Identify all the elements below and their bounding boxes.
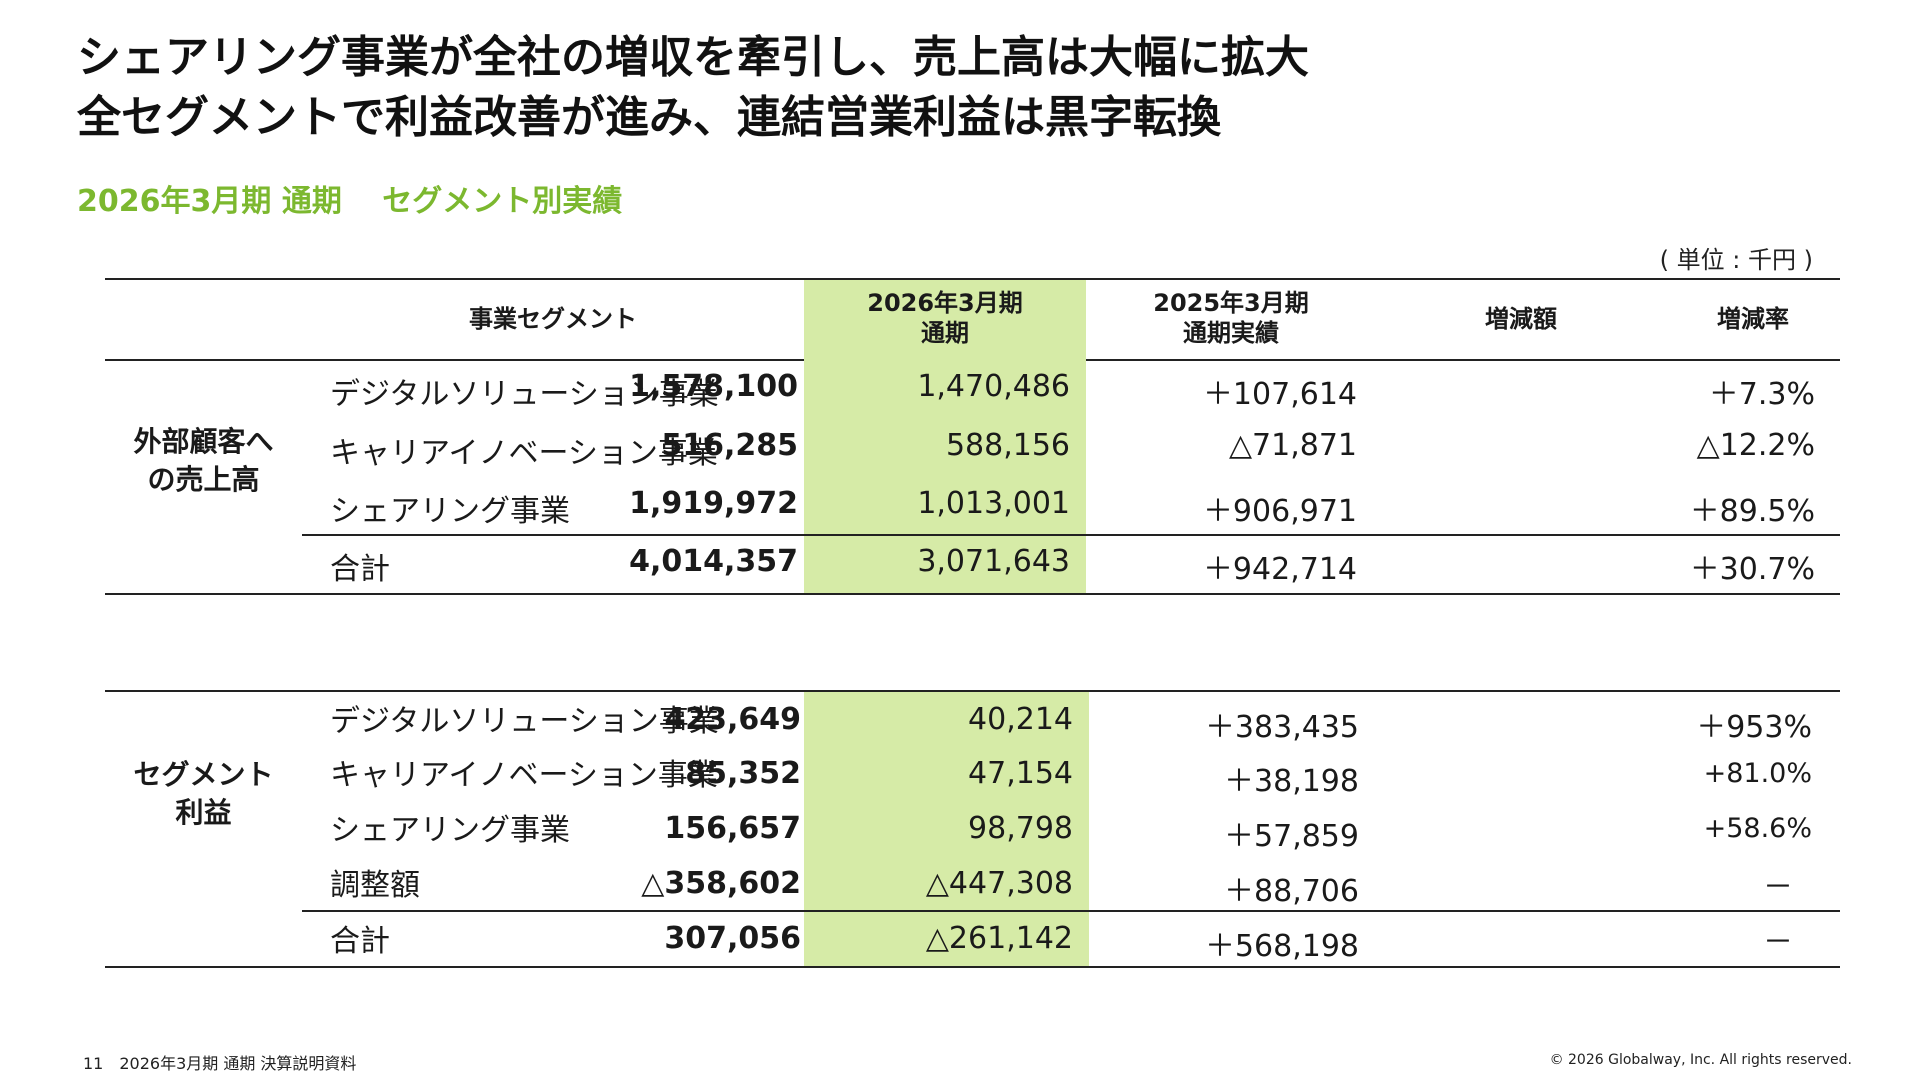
row-current: 1,919,972	[629, 486, 798, 521]
row-previous: △261,142	[925, 921, 1073, 956]
header-segment: 事業セグメント	[469, 305, 637, 333]
unit-label: ( 単位 : 千円 )	[1659, 246, 1813, 274]
row-current: 307,056	[664, 921, 801, 956]
table-top-rule	[105, 690, 1840, 692]
row-diff: ＋38,198	[1224, 764, 1359, 799]
footer-page-info: 11 2026年3月期 通期 決算説明資料	[83, 1054, 357, 1073]
row-diff: ＋383,435	[1204, 710, 1359, 745]
row-rate: △12.2%	[1696, 428, 1815, 463]
row-previous: 588,156	[945, 428, 1070, 463]
row-current: 1,578,100	[629, 369, 798, 404]
row-diff: ＋88,706	[1224, 874, 1359, 909]
row-previous: 3,071,643	[917, 544, 1070, 579]
headline: シェアリング事業が全社の増収を牽引し、売上高は大幅に拡大 全セグメントで利益改善…	[77, 28, 1309, 148]
row-rate: －	[1763, 870, 1793, 905]
sales-group-label: 外部顧客へ の売上高	[105, 423, 302, 499]
row-previous: 1,013,001	[917, 486, 1070, 521]
footer-copyright: © 2026 Globalway, Inc. All rights reserv…	[1549, 1052, 1852, 1068]
header-rate: 増減率	[1717, 305, 1789, 333]
row-name: シェアリング事業	[330, 494, 570, 529]
row-diff: ＋107,614	[1202, 377, 1357, 412]
row-diff: ＋906,971	[1202, 494, 1357, 529]
row-name: 合計	[330, 552, 390, 587]
row-previous: 1,470,486	[917, 369, 1070, 404]
row-diff: ＋568,198	[1204, 929, 1359, 964]
row-current: 516,285	[661, 428, 798, 463]
sales-table: 外部顧客へ の売上高 デジタルソリューション事業 1,578,100 1,470…	[105, 357, 1840, 595]
row-previous: 47,154	[968, 756, 1073, 791]
row-rate: ＋953%	[1696, 710, 1812, 745]
header-current: 2026年3月期 通期	[804, 288, 1086, 348]
row-current: 4,014,357	[629, 544, 798, 579]
headline-line-1: シェアリング事業が全社の増収を牽引し、売上高は大幅に拡大	[77, 32, 1309, 83]
header-current-line-2: 通期	[921, 319, 969, 347]
row-name: 合計	[330, 924, 390, 959]
header-previous-line-1: 2025年3月期	[1153, 289, 1309, 317]
row-current: 85,352	[685, 756, 801, 791]
row-rate: －	[1763, 925, 1793, 960]
sales-highlight-column	[804, 357, 1086, 593]
profit-group-label-line-1: セグメント	[133, 758, 274, 791]
row-rate: +58.6%	[1703, 813, 1812, 844]
row-rate: +81.0%	[1703, 758, 1812, 789]
header-current-line-1: 2026年3月期	[867, 289, 1023, 317]
row-current: 423,649	[664, 702, 801, 737]
header-diff: 増減額	[1485, 305, 1557, 333]
row-rate: ＋89.5%	[1689, 494, 1815, 529]
row-name: デジタルソリューション事業	[330, 377, 719, 412]
row-name: 調整額	[330, 868, 420, 903]
sales-group-label-line-2: の売上高	[147, 463, 260, 496]
table-header: 事業セグメント 2026年3月期 通期 2025年3月期 通期実績 増減額 増減…	[105, 278, 1840, 361]
profit-group-label-line-2: 利益	[175, 796, 232, 829]
row-diff: △71,871	[1228, 428, 1357, 463]
row-diff: ＋57,859	[1224, 819, 1359, 854]
row-current: 156,657	[664, 811, 801, 846]
headline-line-2: 全セグメントで利益改善が進み、連結営業利益は黒字転換	[77, 92, 1221, 143]
row-name: キャリアイノベーション事業	[330, 436, 718, 471]
row-name: デジタルソリューション事業	[330, 704, 719, 739]
row-rate: ＋7.3%	[1708, 377, 1815, 412]
row-diff: ＋942,714	[1202, 552, 1357, 587]
row-current: △358,602	[641, 866, 801, 901]
row-rate: ＋30.7%	[1689, 552, 1815, 587]
profit-highlight-column	[804, 692, 1089, 966]
profit-group-label: セグメント 利益	[105, 756, 302, 832]
section-subtitle: 2026年3月期 通期 セグメント別実績	[77, 184, 623, 219]
table-bottom-rule	[105, 966, 1840, 968]
subtotal-divider	[302, 534, 1840, 536]
row-previous: △447,308	[925, 866, 1073, 901]
row-previous: 98,798	[968, 811, 1073, 846]
table-bottom-rule	[105, 593, 1840, 595]
sales-group-label-line-1: 外部顧客へ	[133, 425, 274, 458]
profit-table: セグメント 利益 デジタルソリューション事業 423,649 40,214 ＋3…	[105, 690, 1840, 968]
subtotal-divider	[302, 910, 1840, 912]
row-name: キャリアイノベーション事業	[330, 758, 718, 793]
row-name: シェアリング事業	[330, 813, 570, 848]
header-highlight	[804, 280, 1086, 359]
header-previous-line-2: 通期実績	[1183, 319, 1279, 347]
row-previous: 40,214	[968, 702, 1073, 737]
header-previous: 2025年3月期 通期実績	[1086, 288, 1376, 348]
